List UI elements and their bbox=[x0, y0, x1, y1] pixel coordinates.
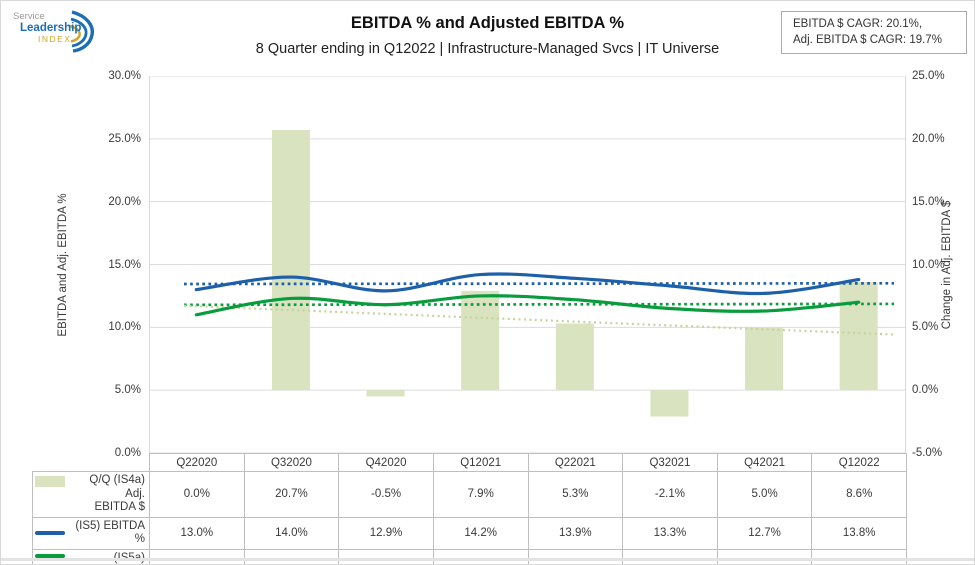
value-cell: 13.8% bbox=[811, 516, 907, 550]
left-axis-tick-label: 10.0% bbox=[108, 321, 141, 334]
value-cell: 13.3% bbox=[622, 516, 718, 550]
cagr-summary-box: EBITDA $ CAGR: 20.1%, Adj. EBITDA $ CAGR… bbox=[781, 11, 967, 54]
cagr-line-2: Adj. EBITDA $ CAGR: 19.7% bbox=[793, 33, 942, 46]
ebitda-line bbox=[194, 272, 861, 296]
qq-adj-ebitda-bar bbox=[366, 390, 405, 397]
value-cell: 11.8% bbox=[338, 548, 434, 564]
left-axis-tick-label: 5.0% bbox=[114, 384, 141, 397]
right-axis-tick-label: 0.0% bbox=[912, 384, 939, 397]
right-axis-tick-label: 5.0% bbox=[912, 321, 939, 334]
value-cell: 14.0% bbox=[243, 516, 340, 550]
value-cell: 12.0% bbox=[811, 548, 907, 564]
qq-adj-ebitda-bar bbox=[839, 282, 878, 391]
value-cell: 11.0% bbox=[149, 548, 245, 564]
data-table: Q22020 Q32020 Q42020 Q12021 Q22021 Q32021 Q420… bbox=[32, 453, 907, 564]
left-axis-tick-label: 20.0% bbox=[108, 195, 141, 208]
logo-swoosh-icon bbox=[69, 10, 95, 53]
value-cell: 12.5% bbox=[432, 548, 529, 564]
value-cell: -2.1% bbox=[622, 471, 718, 518]
legend-swatch-bar bbox=[35, 476, 65, 487]
bottom-divider bbox=[1, 558, 974, 561]
value-cell: 12.2% bbox=[527, 548, 624, 564]
value-cell: 5.3% bbox=[527, 471, 624, 518]
trendline bbox=[183, 281, 895, 286]
right-axis-tick-label: 25.0% bbox=[912, 70, 945, 82]
value-cell: 11.3% bbox=[716, 548, 813, 564]
table-column-header: Q22021 bbox=[527, 453, 624, 472]
table-column-header: Q32021 bbox=[622, 453, 718, 472]
qq-adj-ebitda-bar bbox=[745, 327, 784, 391]
series-label: (IS5) EBITDA % bbox=[75, 519, 145, 546]
table-column-header: Q12022 bbox=[811, 453, 907, 472]
plot-area bbox=[149, 76, 906, 453]
logo-word-leadership: Leadership bbox=[20, 22, 81, 34]
table-column-header: Q42021 bbox=[716, 453, 813, 472]
value-cell: 13.0% bbox=[149, 516, 245, 550]
value-cell: 12.9% bbox=[338, 516, 434, 550]
right-axis-tick-label: 15.0% bbox=[912, 195, 945, 208]
left-axis-title: EBITDA and Adj. EBITDA % bbox=[57, 193, 69, 337]
left-axis-tick-label: 15.0% bbox=[108, 258, 141, 271]
legend-swatch-line bbox=[35, 553, 65, 558]
table-column-header: Q12021 bbox=[432, 453, 529, 472]
table-column-header: Q42020 bbox=[338, 453, 434, 472]
logo-word-service: Service bbox=[13, 11, 45, 22]
legend-cell: (IS5a) Adjusted EBITDA % bbox=[32, 548, 150, 564]
left-axis-tick-label: 0.0% bbox=[114, 447, 141, 459]
adjusted-ebitda-line bbox=[194, 294, 861, 317]
legend-swatch-line bbox=[35, 531, 65, 535]
value-cell: 13.9% bbox=[527, 516, 624, 550]
left-axis-tick-label: 25.0% bbox=[108, 132, 141, 145]
value-cell: 5.0% bbox=[716, 471, 813, 518]
value-cell: 8.6% bbox=[811, 471, 907, 518]
right-axis-tick-label: 10.0% bbox=[912, 258, 945, 271]
table-column-header: Q22020 bbox=[149, 453, 245, 472]
qq-adj-ebitda-bar bbox=[271, 130, 310, 391]
table-column-header: Q32020 bbox=[243, 453, 340, 472]
left-axis-tick-label: 30.0% bbox=[108, 70, 141, 82]
logo-word-index: INDEX bbox=[38, 34, 71, 44]
legend-cell: (IS5) EBITDA % bbox=[32, 516, 150, 550]
qq-adj-ebitda-bar bbox=[461, 290, 500, 391]
right-axis-tick-label: 20.0% bbox=[912, 132, 945, 145]
value-cell: -0.5% bbox=[338, 471, 434, 518]
value-cell: 11.5% bbox=[622, 548, 718, 564]
series-label: Q/Q (IS4a) Adj. EBITDA $ bbox=[89, 474, 145, 513]
value-cell: 12.7% bbox=[716, 516, 813, 550]
value-cell: 14.2% bbox=[432, 516, 529, 550]
value-cell: 0.0% bbox=[149, 471, 245, 518]
chart-subtitle: 8 Quarter ending in Q12022 | Infrastruct… bbox=[255, 41, 720, 57]
value-cell: 12.3% bbox=[243, 548, 340, 564]
value-cell: 20.7% bbox=[243, 471, 340, 518]
chart-title: EBITDA % and Adjusted EBITDA % bbox=[350, 14, 625, 32]
trendline bbox=[183, 302, 895, 307]
cagr-line-1: EBITDA $ CAGR: 20.1%, bbox=[793, 18, 923, 30]
legend-cell: Q/Q (IS4a) Adj. EBITDA $ bbox=[32, 471, 150, 518]
qq-adj-ebitda-bar bbox=[650, 390, 689, 417]
qq-adj-ebitda-bar bbox=[555, 323, 594, 391]
value-cell: 7.9% bbox=[432, 471, 529, 518]
right-axis-tick-label: -5.0% bbox=[912, 447, 943, 459]
service-leadership-logo: Service Leadership INDEX bbox=[13, 10, 95, 53]
